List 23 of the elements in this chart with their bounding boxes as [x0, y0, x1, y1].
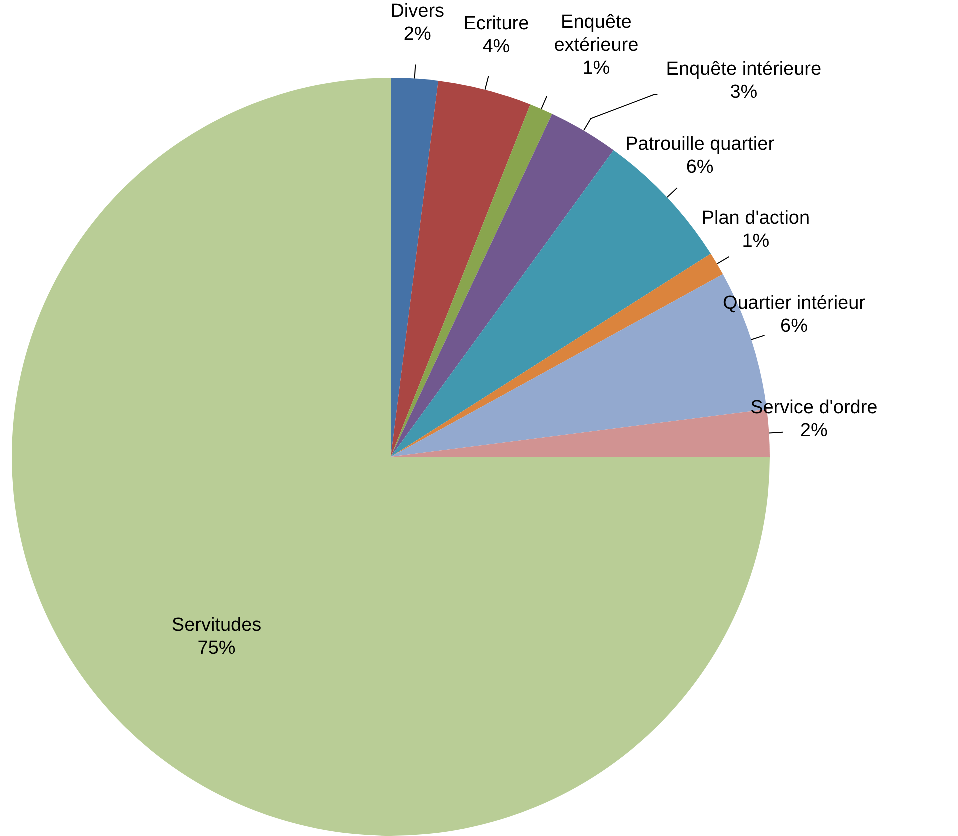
data-label: 2%: [800, 420, 828, 442]
data-label: 1%: [742, 231, 770, 252]
slice-label: Enquête extérieure: [554, 12, 639, 56]
slice-label: Ecriture: [464, 13, 530, 34]
slice-label: Servitudes: [172, 615, 262, 636]
data-label: 4%: [482, 36, 510, 58]
pie-slice: [391, 104, 552, 457]
data-label: 2%: [404, 24, 432, 45]
data-label: 1%: [582, 58, 610, 79]
pie-slice: [391, 114, 614, 457]
data-label: 6%: [686, 156, 714, 178]
slice-label: Quartier intérieur: [722, 292, 866, 314]
slice-label: Patrouille quartier: [626, 134, 776, 155]
slice-label: Plan d'action: [702, 208, 810, 230]
pie-slice: [391, 78, 438, 457]
slice-label: Service d'ordre: [750, 397, 878, 418]
pie-slice: [391, 254, 724, 457]
data-label: 3%: [730, 82, 758, 104]
slice-label: Enquête intérieure: [666, 59, 822, 80]
data-label: 75%: [198, 638, 236, 660]
data-label: 6%: [780, 316, 808, 337]
pie-slice: [391, 80, 531, 457]
slice-label: Divers: [390, 0, 445, 22]
